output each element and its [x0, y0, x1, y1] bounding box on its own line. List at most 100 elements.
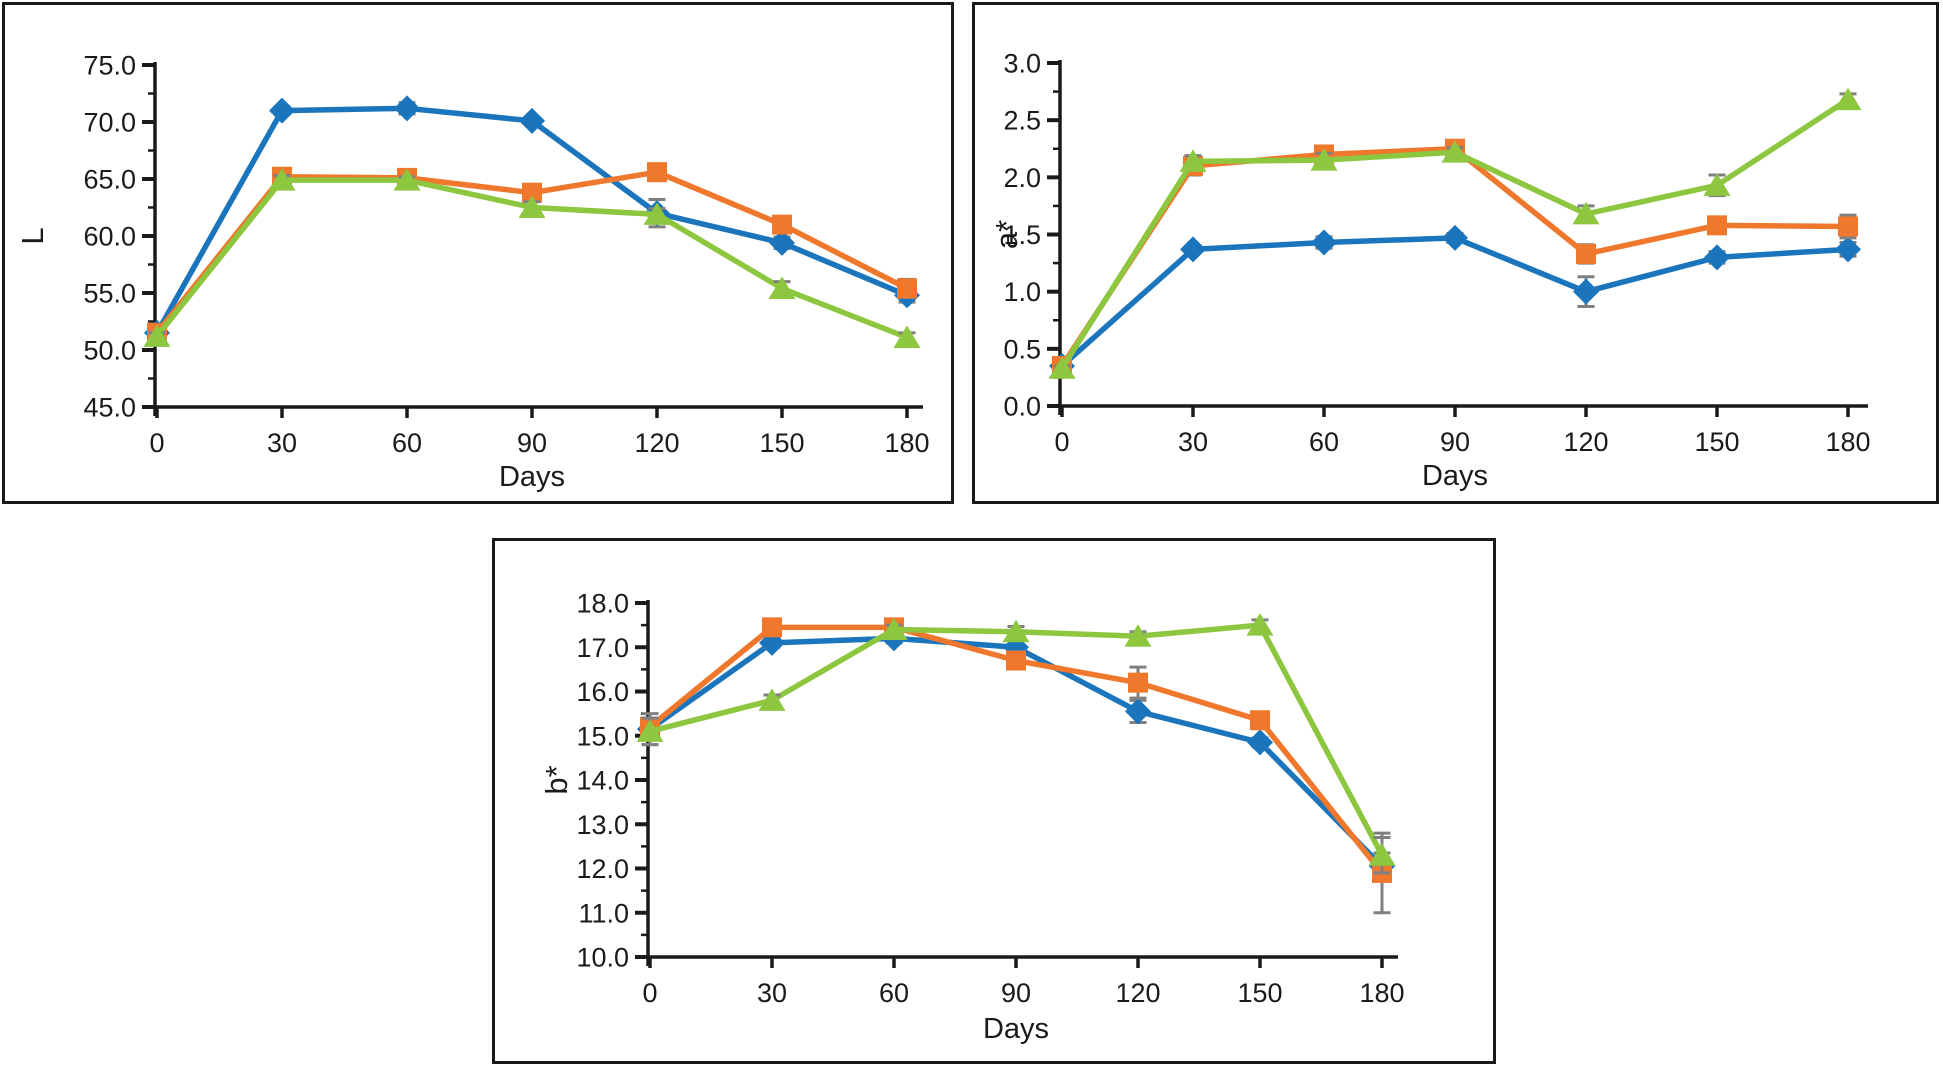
y-tick-label: 50.0 [83, 336, 136, 366]
y-tick-label: 2.0 [1003, 163, 1041, 193]
y-tick-label: 15.0 [576, 721, 629, 751]
data-point-square [1576, 243, 1596, 264]
data-point-triangle [1124, 624, 1152, 647]
x-tick-label: 0 [1054, 427, 1069, 457]
y-tick-label: 1.0 [1003, 277, 1041, 307]
data-point-diamond [1704, 244, 1730, 271]
axes: 0.0 0.5 1.0 1.5 2.0 2.5 3.0 0 30 60 90 120 150 180 Day… [989, 49, 1871, 493]
series-line [647, 635, 1385, 870]
y-tick-label: 16.0 [576, 677, 629, 707]
y-tick-label: 18.0 [576, 589, 629, 619]
data-point-diamond [1311, 229, 1337, 256]
data-point-square [1707, 215, 1727, 236]
axes: 45.0 50.0 55.0 60.0 65.0 70.0 75.0 0 30 60 90 120 15… [15, 51, 930, 494]
data-point-square [647, 162, 667, 183]
data-point-diamond [1125, 698, 1151, 725]
chart-panel-b-star: 10.0 11.0 12.0 13.0 14.0 15.0 16.0 17.0 18.0 0 30 6… [492, 538, 1496, 1064]
data-point-triangle [1834, 87, 1862, 111]
x-tick-label: 180 [1359, 978, 1404, 1008]
data-point-triangle [268, 168, 296, 191]
series-blue-diamond [1049, 224, 1861, 379]
x-tick-label: 30 [1178, 427, 1208, 457]
x-axis-title: Days [1422, 460, 1488, 492]
data-point-square [762, 617, 782, 638]
data-point-square [897, 278, 917, 299]
y-tick-label: 65.0 [83, 165, 136, 195]
data-point-triangle [1310, 148, 1338, 171]
data-point-triangle [1368, 843, 1396, 866]
x-tick-label: 30 [267, 428, 297, 458]
y-tick-label: 60.0 [83, 222, 136, 252]
x-tick-label: 90 [1001, 978, 1031, 1008]
data-point-diamond [1442, 224, 1468, 251]
y-tick-label: 14.0 [576, 766, 629, 796]
y-tick-label: 1.5 [1003, 220, 1041, 250]
y-tick-label: 10.0 [576, 943, 629, 973]
data-point-diamond [1573, 278, 1599, 305]
x-tick-label: 180 [1825, 427, 1870, 457]
series-blue-diamond [144, 95, 920, 346]
data-point-triangle [880, 617, 908, 641]
series-green-triangle [1048, 87, 1862, 379]
y-tick-label: 70.0 [83, 108, 136, 138]
data-point-triangle [893, 325, 921, 348]
x-tick-label: 150 [759, 428, 804, 458]
y-tick-label: 2.5 [1003, 106, 1041, 136]
y-tick-label: 13.0 [576, 810, 629, 840]
y-tick-label: 12.0 [576, 854, 629, 884]
data-point-diamond [1247, 729, 1273, 756]
x-tick-label: 90 [1440, 427, 1470, 457]
x-tick-label: 120 [634, 428, 679, 458]
series-green-triangle [636, 613, 1396, 875]
data-point-triangle [518, 195, 546, 218]
data-point-square [1006, 650, 1026, 671]
axes: 10.0 11.0 12.0 13.0 14.0 15.0 16.0 17.0 18.0 0 30 6… [539, 589, 1405, 1046]
data-point-square [522, 182, 542, 203]
data-point-diamond [519, 107, 545, 134]
x-tick-label: 0 [642, 978, 657, 1008]
data-point-triangle [1703, 173, 1731, 196]
a-star-line-chart: 0.0 0.5 1.0 1.5 2.0 2.5 3.0 0 30 60 90 120 150 180 Day… [989, 49, 1871, 493]
series-line [154, 105, 910, 336]
data-point-square [1128, 672, 1148, 693]
data-point-triangle [768, 276, 796, 299]
data-point-triangle [636, 719, 664, 742]
data-point-triangle [1441, 140, 1469, 163]
data-point-triangle [393, 168, 421, 191]
chart-panel-a-star: 0.0 0.5 1.0 1.5 2.0 2.5 3.0 0 30 60 90 120 150 180 Day… [972, 2, 1939, 504]
x-tick-label: 150 [1237, 978, 1282, 1008]
data-point-triangle [1179, 149, 1207, 172]
data-point-triangle [1572, 201, 1600, 225]
data-point-square [1250, 710, 1270, 731]
L-line-chart: 45.0 50.0 55.0 60.0 65.0 70.0 75.0 0 30 60 90 120 15… [15, 51, 930, 494]
x-tick-label: 30 [757, 978, 787, 1008]
x-tick-label: 60 [879, 978, 909, 1008]
x-tick-label: 120 [1115, 978, 1160, 1008]
y-axis-title: b* [539, 765, 574, 794]
x-tick-label: 150 [1694, 427, 1739, 457]
y-axis-title: a* [989, 220, 1024, 249]
data-point-diamond [1835, 236, 1861, 263]
y-tick-label: 0.0 [1003, 392, 1041, 422]
data-point-triangle [758, 688, 786, 711]
y-tick-label: 75.0 [83, 51, 136, 81]
x-tick-label: 180 [884, 428, 929, 458]
series-green-triangle [143, 168, 921, 348]
data-point-diamond [269, 97, 295, 124]
y-axis-title: L [15, 227, 50, 244]
x-tick-label: 120 [1563, 427, 1608, 457]
data-point-triangle [643, 202, 671, 225]
data-point-triangle [1002, 619, 1030, 643]
x-tick-label: 90 [517, 428, 547, 458]
y-tick-label: 3.0 [1003, 49, 1041, 79]
data-point-diamond [394, 95, 420, 122]
y-tick-label: 11.0 [578, 898, 629, 928]
data-point-square [772, 214, 792, 235]
y-tick-label: 17.0 [576, 633, 629, 663]
data-point-triangle [1048, 356, 1076, 379]
chart-panel-L: 45.0 50.0 55.0 60.0 65.0 70.0 75.0 0 30 60 90 120 15… [2, 2, 954, 504]
data-point-diamond [1180, 236, 1206, 263]
x-axis-title: Days [499, 461, 565, 493]
x-tick-label: 0 [149, 428, 164, 458]
